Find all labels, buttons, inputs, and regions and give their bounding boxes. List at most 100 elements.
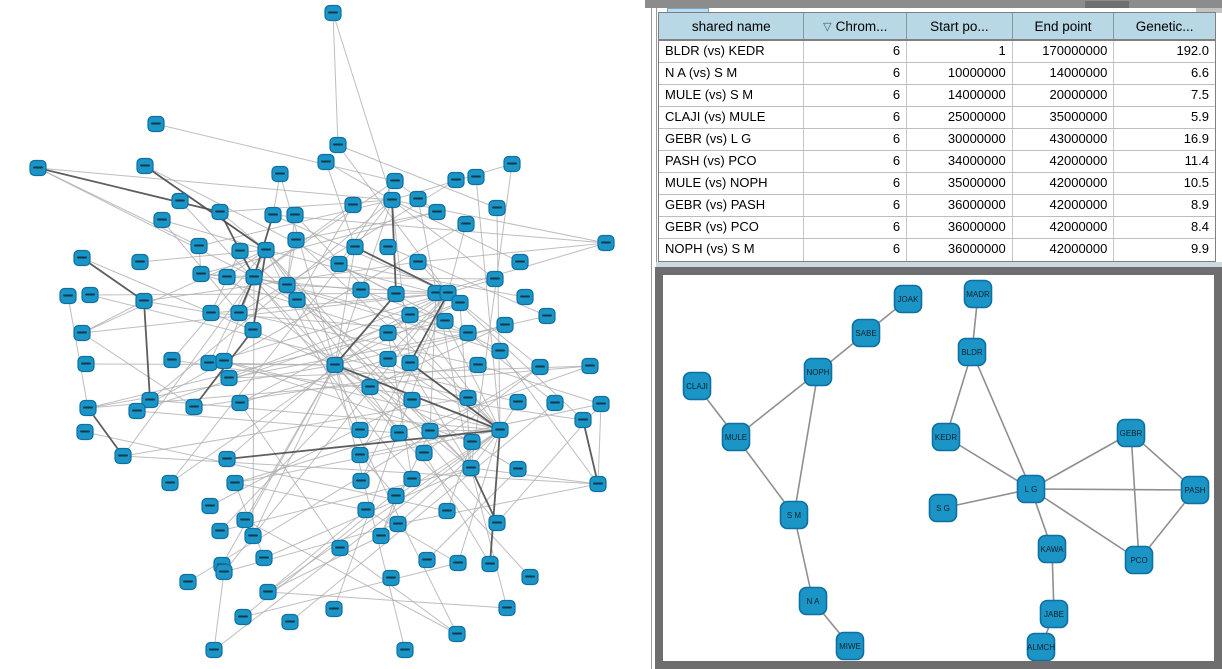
table-cell[interactable]: 42000000 [1013,151,1115,172]
network-node[interactable] [352,472,370,490]
table-cell[interactable]: 6 [804,173,908,194]
table-row[interactable]: GEBR (vs) PASH 6 36000000 42000000 8.9 [659,195,1215,217]
network-node[interactable] [192,265,210,283]
table-cell[interactable]: 42000000 [1013,195,1115,216]
table-row[interactable]: GEBR (vs) PCO 6 36000000 42000000 8.4 [659,217,1215,239]
network-node[interactable] [287,231,305,249]
table-cell[interactable]: 8.4 [1190,219,1210,234]
network-node[interactable] [538,307,556,325]
network-node[interactable] [389,515,407,533]
network-node[interactable] [255,549,273,567]
network-node[interactable] [488,199,506,217]
network-node[interactable] [511,253,529,271]
table-cell[interactable]: 6.6 [1190,65,1210,80]
network-node[interactable] [351,421,369,439]
network-node[interactable] [131,253,149,271]
overview-network-canvas[interactable] [0,0,651,669]
table-cell[interactable]: 36000000 [907,217,1013,238]
network-node[interactable] [141,391,159,409]
network-node[interactable] [81,286,99,304]
network-node[interactable] [403,391,421,409]
network-node[interactable] [428,203,446,221]
table-cell[interactable]: 14000000 [907,85,1013,106]
network-node[interactable] [415,444,433,462]
table-cell[interactable]: 25000000 [907,107,1013,128]
network-node[interactable] [379,324,397,342]
table-cell[interactable]: 6 [804,63,908,84]
network-node[interactable] [387,487,405,505]
table-cell[interactable]: 11.4 [1184,153,1210,168]
table-cell[interactable]: 42000000 [1013,173,1115,194]
network-node[interactable] [396,641,414,659]
network-node[interactable] [357,501,375,519]
table-cell[interactable]: 42000000 [1013,217,1115,238]
table-cell[interactable]: 6 [804,129,908,150]
network-node[interactable] [379,350,397,368]
network-node[interactable] [469,356,487,374]
network-node[interactable] [589,475,607,493]
network-node[interactable] [73,249,91,267]
network-node[interactable] [179,573,197,591]
table-row[interactable]: CLAJI (vs) MULE 6 25000000 35000000 5.9 [659,107,1215,129]
table-cell[interactable]: 10.5 [1183,175,1210,190]
table-cell[interactable]: MULE (vs) NOPH [659,173,805,194]
network-node[interactable] [390,424,408,442]
network-node[interactable] [201,497,219,515]
network-node[interactable] [516,288,534,306]
network-node[interactable] [171,192,189,210]
network-node[interactable] [128,402,146,420]
network-node[interactable] [436,312,454,330]
network-node[interactable] [488,514,506,532]
network-node-almch[interactable]: ALMCH [1026,632,1056,661]
network-node[interactable] [185,398,203,416]
table-cell[interactable]: 5.9 [1190,109,1210,124]
table-cell[interactable]: N A (vs) S M [659,63,805,84]
network-node[interactable] [597,234,615,252]
column-header-0[interactable]: shared name [659,13,805,39]
table-cell[interactable]: 16.9 [1183,131,1210,146]
table-row[interactable]: PASH (vs) PCO 6 34000000 42000000 11.4 [659,151,1215,173]
network-node[interactable] [211,522,229,540]
network-node[interactable] [403,470,421,488]
table-cell[interactable]: 34000000 [907,151,1013,172]
network-node-mule[interactable]: MULE [721,422,751,452]
network-node[interactable] [387,285,405,303]
table-cell[interactable]: 6 [804,217,908,238]
network-node[interactable] [438,502,456,520]
network-node[interactable] [401,306,419,324]
network-node[interactable] [592,395,610,413]
detail-network-canvas[interactable]: JOAK MADR SABE NOPH BLDR CLAJI MULE KEDR GEBR L G… [663,275,1214,661]
table-row[interactable]: NOPH (vs) S M 6 36000000 42000000 9.9 [659,239,1215,261]
column-header-4[interactable]: Genetic... [1114,13,1215,39]
table-cell[interactable]: 36000000 [907,239,1013,261]
network-node-s-m[interactable]: S M [779,500,809,530]
network-node[interactable] [76,423,94,441]
network-node[interactable] [352,281,370,299]
table-cell[interactable]: 35000000 [1013,107,1115,128]
network-node[interactable] [29,159,47,177]
network-node[interactable] [449,554,467,572]
table-row[interactable]: BLDR (vs) KEDR 6 1 170000000 192.0 [659,41,1215,63]
network-node[interactable] [498,599,516,617]
network-node[interactable] [324,4,342,22]
network-node[interactable] [205,641,223,659]
network-node[interactable] [231,242,249,260]
network-node[interactable] [161,474,179,492]
network-node[interactable] [317,153,335,171]
network-node[interactable] [383,191,401,209]
network-node[interactable] [257,241,275,259]
network-node[interactable] [226,474,244,492]
network-node[interactable] [418,551,436,569]
table-row[interactable]: N A (vs) S M 6 10000000 14000000 6.6 [659,63,1215,85]
network-node[interactable] [326,356,344,374]
table-cell[interactable]: BLDR (vs) KEDR [659,41,805,62]
network-node-noph[interactable]: NOPH [803,357,833,387]
network-node[interactable] [77,355,95,373]
network-node[interactable] [546,394,564,412]
network-node[interactable] [372,527,390,545]
column-header-1[interactable]: ▽ Chrom... [804,13,908,39]
network-node[interactable] [59,287,77,305]
network-node[interactable] [245,268,263,286]
network-node[interactable] [509,393,527,411]
network-node[interactable] [581,357,599,375]
